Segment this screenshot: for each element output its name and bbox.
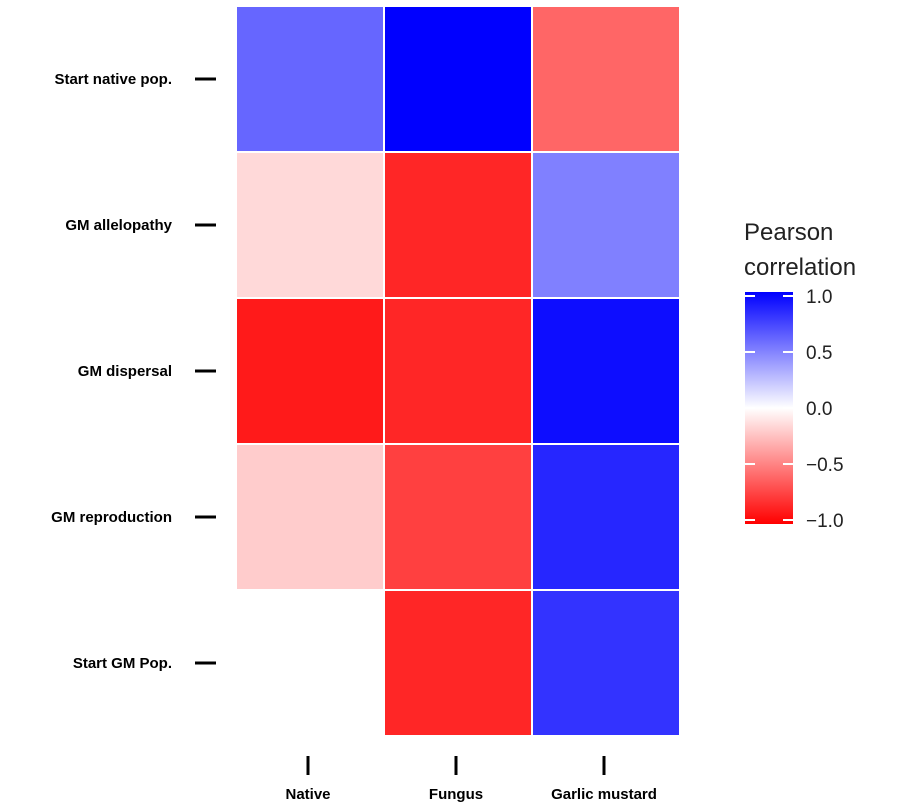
column-label: Garlic mustard — [551, 786, 657, 803]
legend-tick-label: −0.5 — [806, 455, 844, 476]
column-label: Fungus — [429, 786, 483, 803]
heatmap-cell — [383, 589, 533, 737]
legend: Pearson correlation 1.0 0.5 0.0 −0.5 −1.0 — [744, 219, 856, 532]
row-label: GM reproduction — [51, 509, 172, 526]
heatmap-cell — [235, 589, 385, 737]
heatmap-cell — [531, 5, 681, 153]
column-labels: Native Fungus Garlic mustard — [285, 756, 657, 803]
heatmap-cell — [235, 297, 385, 445]
heatmap-cell — [235, 443, 385, 591]
heatmap-cell — [531, 297, 681, 445]
heatmap-cell — [383, 5, 533, 153]
heatmap-cell — [383, 443, 533, 591]
legend-title-line1: Pearson — [744, 219, 833, 246]
row-labels: Start native pop. GM allelopathy GM disper… — [51, 71, 216, 672]
legend-title-line2: correlation — [744, 254, 856, 281]
heatmap-cell — [383, 297, 533, 445]
heatmap-cell — [531, 589, 681, 737]
column-label: Native — [285, 786, 330, 803]
heatmap-cell — [235, 5, 385, 153]
legend-tick-label: −1.0 — [806, 511, 844, 532]
legend-ticks: 1.0 0.5 0.0 −0.5 −1.0 — [745, 287, 844, 532]
row-label: Start native pop. — [54, 71, 172, 88]
legend-tick-label: 0.5 — [806, 343, 832, 364]
heatmap-cell — [235, 151, 385, 299]
heatmap-cell — [383, 151, 533, 299]
row-label: Start GM Pop. — [73, 655, 172, 672]
heatmap-cells — [235, 5, 681, 737]
heatmap-cell — [531, 151, 681, 299]
row-label: GM dispersal — [78, 363, 172, 380]
legend-tick-label: 0.0 — [806, 399, 832, 420]
heatmap-cell — [531, 443, 681, 591]
legend-tick-label: 1.0 — [806, 287, 832, 308]
row-label: GM allelopathy — [65, 217, 172, 234]
